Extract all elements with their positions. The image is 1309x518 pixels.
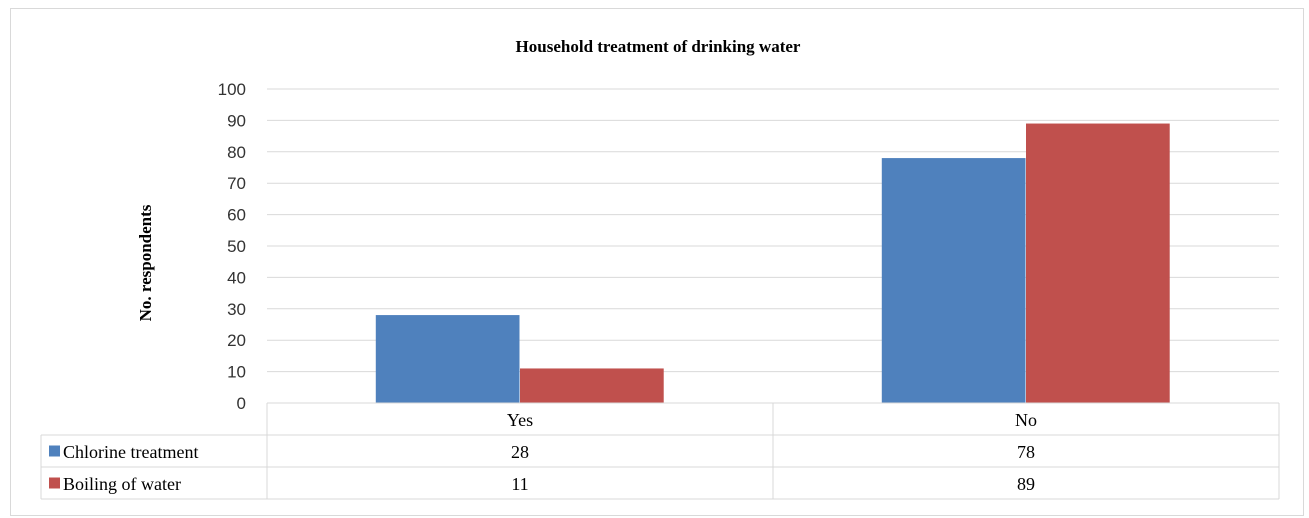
x-category-label: Yes bbox=[507, 410, 533, 430]
bar bbox=[375, 315, 520, 403]
data-cell: 78 bbox=[1017, 442, 1035, 462]
legend-swatch bbox=[49, 477, 60, 489]
data-cell: 11 bbox=[511, 474, 528, 494]
y-tick-label: 90 bbox=[227, 111, 246, 130]
y-tick-label: 70 bbox=[227, 174, 246, 193]
y-axis-label: No. respondents bbox=[136, 204, 155, 321]
y-tick-label: 60 bbox=[227, 206, 246, 225]
y-tick-label: 100 bbox=[218, 80, 246, 99]
data-cell: 28 bbox=[511, 442, 529, 462]
y-tick-label: 20 bbox=[227, 331, 246, 350]
y-tick-label: 40 bbox=[227, 268, 246, 287]
bar bbox=[881, 158, 1026, 403]
legend-label: Boiling of water bbox=[63, 474, 181, 494]
y-tick-label: 30 bbox=[227, 300, 246, 319]
legend-label: Chlorine treatment bbox=[63, 442, 198, 462]
y-tick-label: 50 bbox=[227, 237, 246, 256]
bar bbox=[520, 368, 664, 403]
chart-title: Household treatment of drinking water bbox=[516, 37, 801, 56]
y-tick-label: 80 bbox=[227, 143, 246, 162]
x-category-label: No bbox=[1015, 410, 1037, 430]
bars bbox=[375, 123, 1170, 403]
y-tick-label: 10 bbox=[227, 363, 246, 382]
bar bbox=[1026, 123, 1170, 403]
y-axis-ticks: 0 10 20 30 40 50 60 70 80 90 100 bbox=[218, 80, 246, 413]
data-table: Yes No Chlorine treatment 28 78 Boiling of wa… bbox=[40, 402, 1280, 500]
data-cell: 89 bbox=[1017, 474, 1035, 494]
legend-swatch bbox=[49, 445, 60, 457]
y-tick-label: 0 bbox=[237, 394, 246, 413]
